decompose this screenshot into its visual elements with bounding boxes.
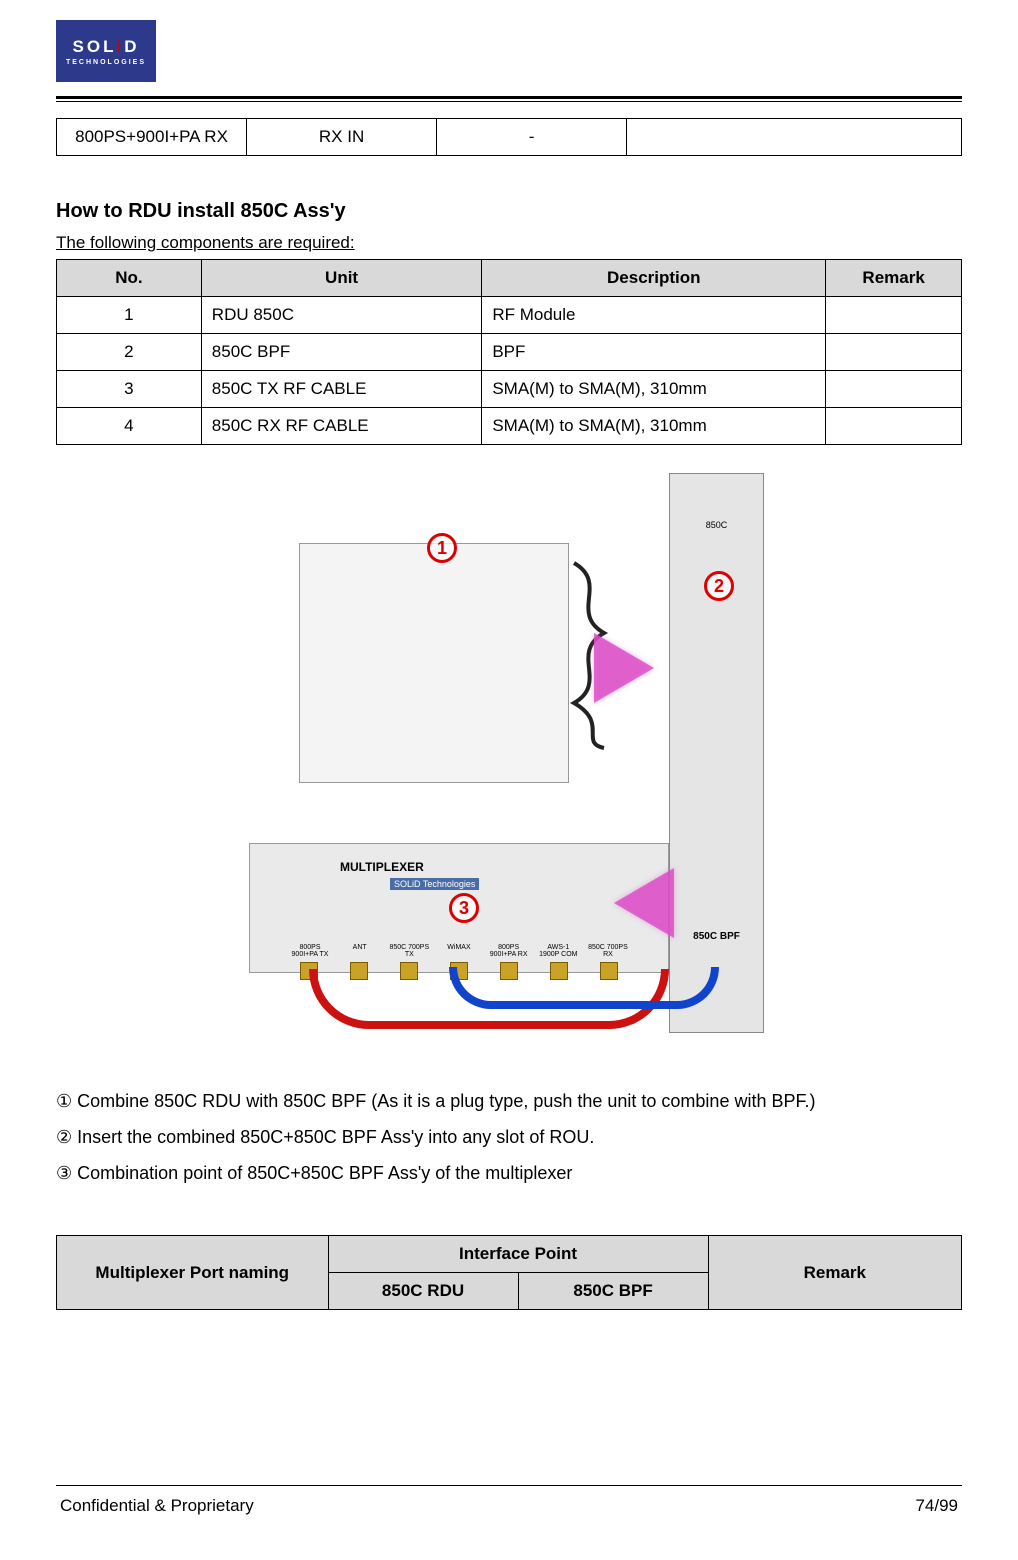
bpf-top-label: 850C (670, 520, 763, 530)
arrow-left-icon (614, 868, 674, 938)
assembly-diagram: 850C 850C BPF MULTIPLEXER SOLiD Technolo… (159, 463, 859, 1063)
col-header: Interface Point (328, 1236, 708, 1273)
mux-brand: SOLiD Technologies (390, 878, 479, 890)
bpf-module-icon: 850C 850C BPF (669, 473, 764, 1033)
table-row: 4 850C RX RF CABLE SMA(M) to SMA(M), 310… (57, 408, 962, 445)
cell: 800PS+900I+PA RX (57, 119, 247, 156)
cell: 850C TX RF CABLE (201, 371, 482, 408)
port-label: 850C 700PS RX (588, 944, 628, 958)
port-labels: 800PS 900I+PA TX ANT 850C 700PS TX WiMAX… (290, 944, 628, 958)
step-2: ② Insert the combined 850C+850C BPF Ass'… (56, 1119, 962, 1155)
cell: 1 (57, 297, 202, 334)
callout-1: 1 (427, 533, 457, 563)
logo: SOLiD TECHNOLOGIES (56, 20, 962, 82)
section-title: How to RDU install 850C Ass'y (56, 200, 962, 223)
table-row: 1 RDU 850C RF Module (57, 297, 962, 334)
cell: - (437, 119, 627, 156)
components-table: No. Unit Description Remark 1 RDU 850C R… (56, 259, 962, 445)
cable-blue-icon (449, 967, 719, 1009)
cell (826, 371, 962, 408)
col-header: No. (57, 260, 202, 297)
col-header: Remark (708, 1236, 961, 1310)
table-row: 3 850C TX RF CABLE SMA(M) to SMA(M), 310… (57, 371, 962, 408)
footer: Confidential & Proprietary 74/99 (56, 1496, 962, 1516)
section-subtitle: The following components are required: (56, 233, 962, 253)
port-label: 800PS 900I+PA TX (290, 944, 330, 958)
col-subheader: 850C RDU (328, 1273, 518, 1310)
callout-2: 2 (704, 571, 734, 601)
arrow-right-icon (594, 633, 654, 703)
col-header: Description (482, 260, 826, 297)
cell: 3 (57, 371, 202, 408)
cell: SMA(M) to SMA(M), 310mm (482, 408, 826, 445)
header-rule (56, 96, 962, 102)
step-1: ① Combine 850C RDU with 850C BPF (As it … (56, 1083, 962, 1119)
port-label: AWS-1 1900P COM (538, 944, 578, 958)
logo-sub: TECHNOLOGIES (66, 59, 146, 66)
logo-main: SOLiD (73, 37, 140, 57)
cell: 850C BPF (201, 334, 482, 371)
cell (627, 119, 962, 156)
col-header: Unit (201, 260, 482, 297)
cell: BPF (482, 334, 826, 371)
steps-block: ① Combine 850C RDU with 850C BPF (As it … (56, 1083, 962, 1191)
footer-rule (56, 1485, 962, 1486)
rdu-module-icon (299, 543, 569, 783)
bpf-bottom-label: 850C BPF (670, 931, 763, 942)
table-row: 2 850C BPF BPF (57, 334, 962, 371)
col-header: Remark (826, 260, 962, 297)
top-table: 800PS+900I+PA RX RX IN - (56, 118, 962, 156)
footer-right: 74/99 (915, 1496, 958, 1516)
cell: 2 (57, 334, 202, 371)
footer-left: Confidential & Proprietary (60, 1496, 254, 1516)
cell: RDU 850C (201, 297, 482, 334)
cell: 850C RX RF CABLE (201, 408, 482, 445)
cell: RF Module (482, 297, 826, 334)
table-header-row: No. Unit Description Remark (57, 260, 962, 297)
port-naming-table: Multiplexer Port naming Interface Point … (56, 1235, 962, 1310)
cell: RX IN (247, 119, 437, 156)
cell (826, 408, 962, 445)
cell: 4 (57, 408, 202, 445)
port-label: ANT (340, 944, 380, 958)
port-label: 800PS 900I+PA RX (489, 944, 529, 958)
callout-3: 3 (449, 893, 479, 923)
cell (826, 334, 962, 371)
col-subheader: 850C BPF (518, 1273, 708, 1310)
mux-label: MULTIPLEXER (340, 860, 424, 874)
port-label: 850C 700PS TX (389, 944, 429, 958)
step-3: ③ Combination point of 850C+850C BPF Ass… (56, 1155, 962, 1191)
table-row: 800PS+900I+PA RX RX IN - (57, 119, 962, 156)
table-header-row: Multiplexer Port naming Interface Point … (57, 1236, 962, 1273)
cell: SMA(M) to SMA(M), 310mm (482, 371, 826, 408)
cell (826, 297, 962, 334)
port-label: WiMAX (439, 944, 479, 958)
col-header: Multiplexer Port naming (57, 1236, 329, 1310)
